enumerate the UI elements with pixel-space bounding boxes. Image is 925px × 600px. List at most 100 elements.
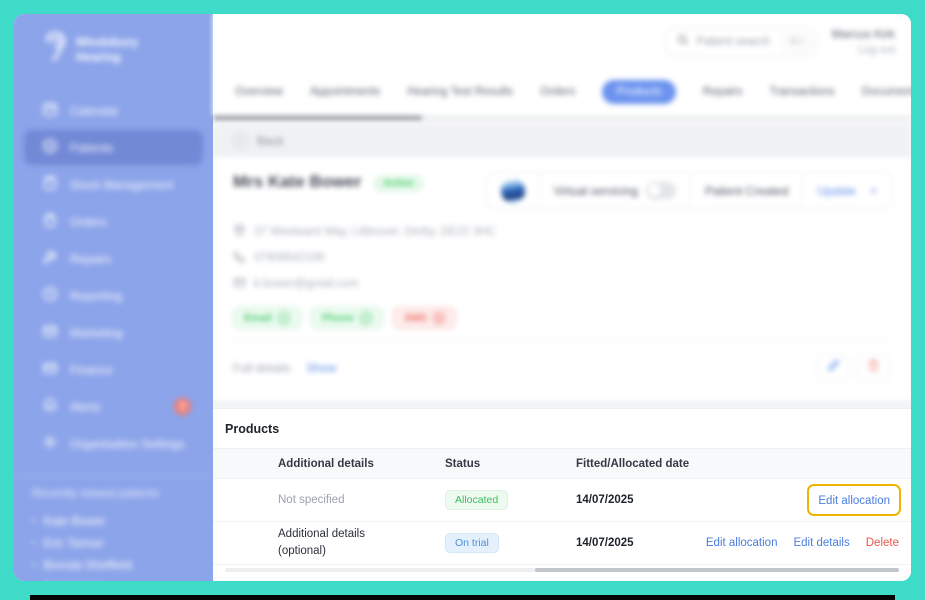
delete-link[interactable]: Delete xyxy=(865,537,899,549)
tab-documents-images[interactable]: Documents & Images xyxy=(861,86,911,98)
search-shortcut-hint: ⌘K xyxy=(782,33,812,51)
gear-icon xyxy=(42,434,58,453)
patient-email: k.bower@gmail.com xyxy=(233,271,893,297)
toggle-knob xyxy=(647,184,661,197)
logout-link[interactable]: Log out xyxy=(858,43,895,56)
brand-logo: Windsbury Hearing xyxy=(14,14,213,81)
sidebar-item-label: Finance xyxy=(70,362,113,377)
tab-appointments[interactable]: Appointments xyxy=(309,86,381,98)
products-table-scrollbar xyxy=(225,568,899,572)
back-bar: ‹ Back xyxy=(213,124,911,158)
patient-status-badge: Active xyxy=(373,175,424,192)
recent-patients-title: Recently viewed patients xyxy=(32,488,160,500)
recent-patient-link[interactable]: •Alan Lloyd xyxy=(32,576,197,581)
tab-products[interactable]: Products xyxy=(602,80,676,104)
fitted-date-cell: 14/07/2025 xyxy=(576,537,634,549)
update-segment[interactable]: Update ▼ xyxy=(803,173,892,208)
sidebar-item-orders[interactable]: Orders xyxy=(24,204,203,239)
search-input[interactable] xyxy=(696,36,775,48)
sidebar-item-label: Orders xyxy=(70,214,107,229)
virtual-servicing-label: Virtual servicing xyxy=(553,183,638,198)
sidebar-item-patients[interactable]: Patients xyxy=(24,130,203,165)
bottom-edge-bar xyxy=(30,595,895,600)
app-window: Windsbury Hearing Calendar Patients xyxy=(14,14,911,581)
show-details-link[interactable]: Show xyxy=(306,361,337,375)
edit-allocation-link[interactable]: Edit allocation xyxy=(705,537,778,549)
check-icon: ✓ xyxy=(278,312,291,324)
user-name: Marcus Kirk xyxy=(831,27,895,42)
sidebar-item-label: Stock Management xyxy=(70,177,174,192)
clock-icon xyxy=(42,286,58,305)
chevron-down-icon: ▼ xyxy=(869,185,878,196)
additional-details-cell: Not specified xyxy=(278,493,345,506)
sidebar-item-alerts[interactable]: Alerts 3 xyxy=(24,389,203,424)
envelope-icon xyxy=(233,276,246,292)
tabs-scrollbar-thumb[interactable] xyxy=(213,116,423,120)
location-pin-icon xyxy=(233,224,246,240)
update-button[interactable]: Update xyxy=(817,183,857,198)
patient-phone: 07908542199 xyxy=(233,245,893,271)
check-icon: ✓ xyxy=(360,312,373,324)
sidebar-item-label: Patients xyxy=(70,140,114,155)
tab-transactions[interactable]: Transactions xyxy=(769,86,835,98)
edit-patient-button[interactable] xyxy=(817,354,849,382)
status-badge-allocated: Allocated xyxy=(445,490,509,510)
virtual-servicing-toggle[interactable] xyxy=(645,182,676,199)
patient-actions-control: Virtual servicing Patient Created Update… xyxy=(485,172,893,209)
credit-card-icon xyxy=(42,360,58,379)
topbar: ⌘K Marcus Kirk Log out xyxy=(213,14,911,70)
recent-patient-link[interactable]: • Brenda Sheffield xyxy=(32,558,133,572)
trash-icon xyxy=(867,359,880,377)
patient-created-segment: Patient Created xyxy=(691,173,804,208)
tab-repairs[interactable]: Repairs xyxy=(702,86,743,98)
back-arrow-icon: ‹ xyxy=(233,133,249,149)
patient-search-box[interactable]: ⌘K xyxy=(665,27,816,57)
main-area: ⌘K Marcus Kirk Log out Overview Appointm… xyxy=(213,14,911,581)
sidebar-item-label: Alerts xyxy=(70,399,101,414)
sidebar-item-finance[interactable]: Finance xyxy=(24,352,203,387)
service-logo-segment xyxy=(487,173,540,208)
delete-patient-button[interactable] xyxy=(857,354,889,382)
edit-details-link[interactable]: Edit details xyxy=(793,537,850,549)
ear-logo-icon xyxy=(42,31,68,67)
sidebar-item-organisation-settings[interactable]: Organisation Settings xyxy=(24,426,203,461)
column-status: Status xyxy=(445,457,481,470)
pencil-icon xyxy=(827,359,840,377)
search-icon xyxy=(677,33,689,51)
highlight-annotation-box: Edit allocation xyxy=(807,484,901,516)
sidebar-item-repairs[interactable]: Repairs xyxy=(24,241,203,276)
bell-icon xyxy=(42,397,58,416)
phone-icon xyxy=(233,250,246,266)
products-table-scrollbar-thumb[interactable] xyxy=(535,568,899,572)
sidebar-item-label: Calendar xyxy=(70,103,119,118)
recent-patient-link[interactable]: • Kate Bower xyxy=(32,514,106,528)
sidebar-nav: Calendar Patients Stock Management Order… xyxy=(14,81,213,475)
column-fitted-allocated-date: Fitted/Allocated date xyxy=(576,457,690,470)
tab-orders[interactable]: Orders xyxy=(540,86,576,98)
recent-patient-link[interactable]: • Eric Tanner xyxy=(32,536,104,550)
additional-details-cell: Additional details (optional) xyxy=(278,528,365,557)
consent-phone-badge: Phone ✓ xyxy=(311,307,384,329)
calendar-icon xyxy=(42,101,58,120)
sidebar-item-stock-management[interactable]: Stock Management xyxy=(24,167,203,202)
full-details-label: Full details xyxy=(233,361,291,375)
service-logo-icon xyxy=(500,178,525,203)
tabs-scrollbar xyxy=(213,116,911,120)
sidebar-item-marketing[interactable]: Marketing xyxy=(24,315,203,350)
patient-name: Mrs Kate Bower xyxy=(233,172,362,191)
bullet-icon: • xyxy=(32,515,36,527)
edit-allocation-link[interactable]: Edit allocation xyxy=(818,495,890,507)
tab-hearing-test-results[interactable]: Hearing Test Results xyxy=(407,86,514,98)
divider xyxy=(213,400,911,409)
sidebar-item-label: Marketing xyxy=(70,325,123,340)
back-button[interactable]: Back xyxy=(257,134,284,148)
patient-address: 37 Westward Way, Littleover, Derby, DE22… xyxy=(233,219,893,245)
bullet-icon: • xyxy=(32,537,36,549)
shopping-bag-icon xyxy=(42,212,58,231)
sidebar-item-reporting[interactable]: Reporting xyxy=(24,278,203,313)
tab-overview[interactable]: Overview xyxy=(235,86,283,98)
sidebar-item-calendar[interactable]: Calendar xyxy=(24,93,203,128)
full-details-row: Full details Show xyxy=(225,341,893,390)
products-section: Products Additional details Status Fitte… xyxy=(213,409,911,577)
